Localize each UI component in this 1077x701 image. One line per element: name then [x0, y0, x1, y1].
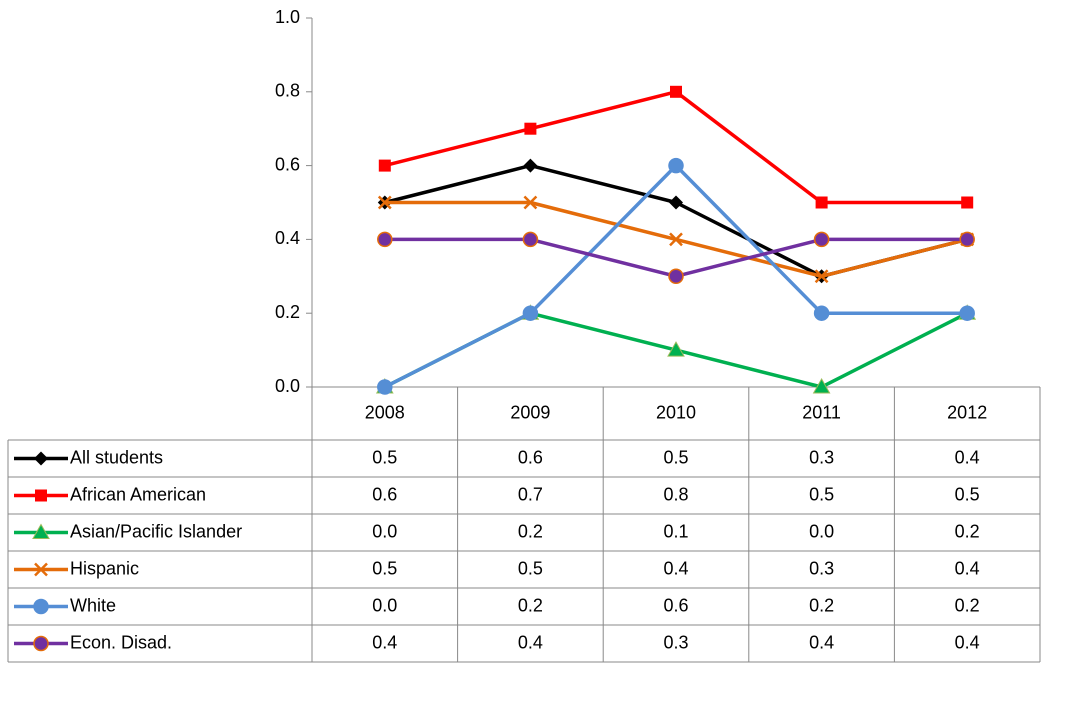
table-cell: 0.2 — [955, 521, 980, 541]
table-cell: 0.5 — [518, 558, 543, 578]
table-cell: 0.4 — [955, 632, 980, 652]
table-cell: 0.6 — [663, 595, 688, 615]
x-tick-label: 2012 — [947, 402, 987, 422]
legend-marker — [33, 635, 49, 652]
point — [670, 85, 682, 98]
table-cell: 0.6 — [372, 484, 397, 504]
table-cell: 0.3 — [809, 558, 834, 578]
point — [959, 305, 975, 321]
legend-label: Hispanic — [70, 558, 139, 578]
y-tick-label: 0.6 — [275, 154, 300, 174]
table-cell: 0.5 — [955, 484, 980, 504]
legend-marker — [35, 489, 47, 502]
table-cell: 0.1 — [663, 521, 688, 541]
table-cell: 0.2 — [518, 521, 543, 541]
legend-marker — [32, 523, 50, 539]
table-cell: 0.2 — [809, 595, 834, 615]
y-tick-label: 0.2 — [275, 302, 300, 322]
point — [522, 305, 539, 321]
point — [523, 195, 538, 210]
point — [668, 268, 684, 285]
point — [667, 341, 685, 357]
table-cell: 0.4 — [809, 632, 834, 652]
point — [669, 195, 683, 210]
series-line — [384, 163, 968, 279]
table-cell: 0.6 — [518, 447, 543, 467]
point — [813, 305, 830, 321]
table-cell: 0.5 — [372, 447, 397, 467]
point — [377, 195, 392, 210]
point — [812, 377, 831, 394]
legend-label: African American — [70, 484, 206, 504]
point — [669, 232, 683, 247]
x-tick-label: 2011 — [802, 402, 841, 422]
y-tick-label: 0.4 — [275, 228, 300, 248]
table-cell: 0.0 — [372, 521, 397, 541]
x-tick-label: 2008 — [365, 402, 405, 422]
table-cell: 0.5 — [372, 558, 397, 578]
table-cell: 0.5 — [663, 447, 688, 467]
legend-label: Econ. Disad. — [70, 632, 172, 652]
point — [524, 122, 537, 135]
table-cell: 0.4 — [955, 447, 980, 467]
point — [523, 158, 538, 173]
legend-marker — [34, 451, 48, 466]
point — [377, 231, 393, 248]
table-cell: 0.4 — [372, 632, 397, 652]
table-cell: 0.3 — [663, 632, 688, 652]
x-tick-label: 2010 — [656, 402, 696, 422]
series-line — [384, 90, 968, 205]
legend-marker — [33, 598, 49, 615]
point — [378, 159, 391, 172]
table-cell: 0.4 — [955, 558, 980, 578]
table-cell: 0.7 — [518, 484, 543, 504]
table-cell: 0.2 — [518, 595, 543, 615]
table-cell: 0.0 — [809, 521, 834, 541]
table-cell: 0.5 — [809, 484, 834, 504]
point — [813, 231, 830, 248]
point — [814, 269, 829, 284]
legend-label: White — [70, 595, 116, 615]
table-cell: 0.4 — [663, 558, 688, 578]
table-cell: 0.8 — [663, 484, 688, 504]
point — [959, 231, 975, 248]
point — [961, 196, 974, 209]
table-cell: 0.2 — [955, 595, 980, 615]
y-tick-label: 0.0 — [275, 376, 300, 396]
point — [815, 196, 828, 209]
table-cell: 0.4 — [518, 632, 543, 652]
legend-label: Asian/Pacific Islander — [70, 521, 242, 541]
point — [522, 231, 539, 248]
point — [377, 379, 393, 395]
y-tick-label: 0.8 — [275, 81, 300, 101]
legend-label: All students — [70, 447, 163, 467]
y-tick-label: 1.0 — [275, 7, 300, 27]
legend-marker — [34, 562, 48, 577]
x-tick-label: 2009 — [510, 402, 550, 422]
point — [668, 157, 684, 174]
table-cell: 0.0 — [372, 595, 397, 615]
table-cell: 0.3 — [809, 447, 834, 467]
